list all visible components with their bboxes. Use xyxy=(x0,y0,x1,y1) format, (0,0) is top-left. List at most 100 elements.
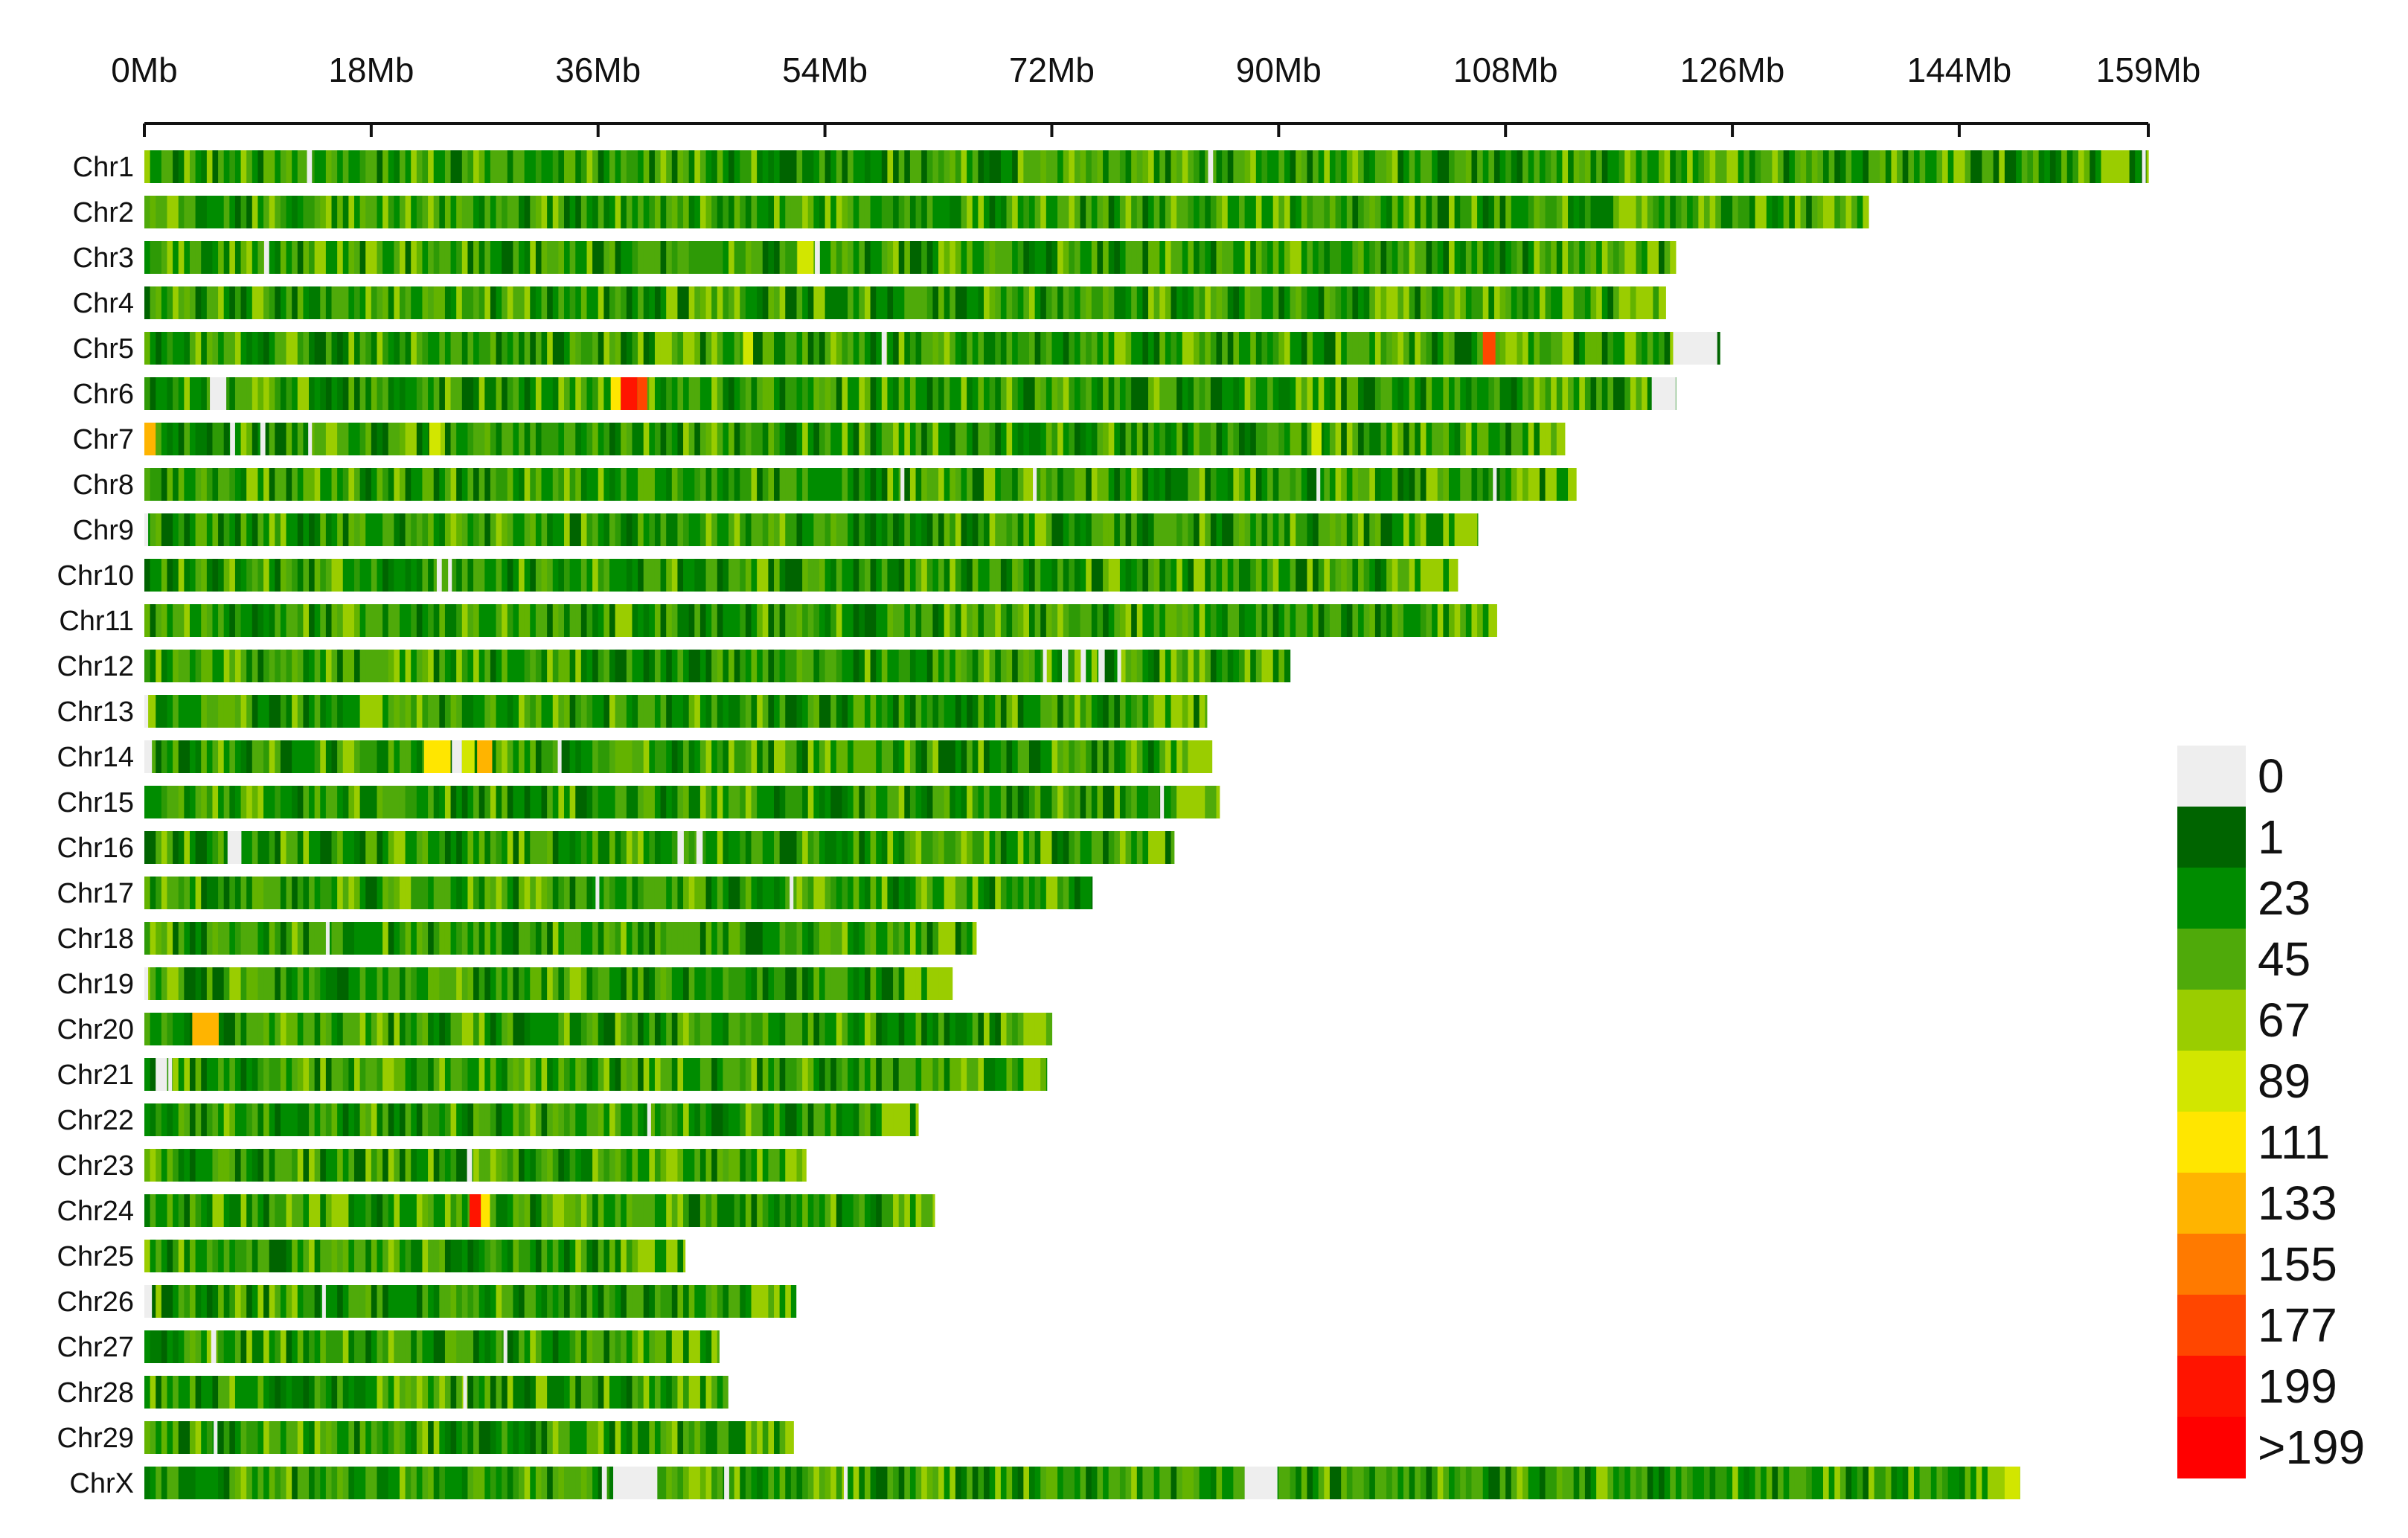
density-bin xyxy=(774,740,781,773)
density-bin xyxy=(1313,559,1319,592)
density-bin xyxy=(1403,286,1410,319)
density-bin xyxy=(1499,468,1506,501)
density-bin xyxy=(342,286,349,319)
density-bin xyxy=(240,241,247,274)
density-bin xyxy=(745,831,752,864)
density-bin xyxy=(853,831,859,864)
density-bin xyxy=(1636,150,1642,183)
density-bin xyxy=(699,468,707,501)
density-bin xyxy=(309,786,316,818)
density-bin xyxy=(575,1013,582,1045)
density-bin xyxy=(745,1013,752,1045)
density-bin xyxy=(807,604,814,637)
density-bin xyxy=(1046,332,1053,365)
density-bin xyxy=(1205,423,1211,455)
density-bin xyxy=(1363,377,1370,410)
density-bin xyxy=(1255,196,1263,228)
density-bin xyxy=(547,877,554,909)
density-bin xyxy=(984,241,990,274)
density-bin xyxy=(269,241,275,274)
density-bin xyxy=(729,1013,735,1045)
density-bin xyxy=(223,604,230,637)
density-bin xyxy=(904,513,911,546)
density-bin xyxy=(955,1058,962,1091)
density-bin xyxy=(1028,740,1036,773)
density-bin xyxy=(904,150,911,183)
density-bin xyxy=(729,423,735,455)
density-bin xyxy=(955,332,962,365)
density-bin xyxy=(1307,332,1313,365)
density-bin xyxy=(723,967,729,1000)
density-bin xyxy=(615,196,621,228)
density-bin xyxy=(206,286,214,319)
density-bin xyxy=(1528,241,1534,274)
density-bin xyxy=(547,150,554,183)
density-bin xyxy=(842,150,848,183)
density-bin xyxy=(1380,423,1387,455)
density-bin xyxy=(450,1058,457,1091)
density-bin xyxy=(830,650,837,682)
density-bin xyxy=(1386,196,1393,228)
density-bin xyxy=(478,922,485,955)
density-bin xyxy=(870,922,877,955)
density-bin xyxy=(1131,786,1138,818)
density-bin xyxy=(649,513,656,546)
density-bin xyxy=(1761,196,1767,228)
density-bin xyxy=(422,695,429,728)
density-bin xyxy=(1437,150,1444,183)
density-bin xyxy=(569,650,576,682)
density-bin xyxy=(790,286,798,319)
density-bin xyxy=(972,423,979,455)
density-bin xyxy=(694,423,701,455)
density-bin xyxy=(586,286,593,319)
density-bin xyxy=(2021,150,2028,183)
density-bin xyxy=(1159,695,1166,728)
density-bin xyxy=(989,423,996,455)
density-bin xyxy=(1057,513,1064,546)
density-bin xyxy=(1522,286,1529,319)
density-bin xyxy=(461,604,469,637)
density-bin xyxy=(893,877,900,909)
density-bin xyxy=(303,831,310,864)
density-bin xyxy=(405,513,412,546)
density-bin xyxy=(394,332,400,365)
density-bin xyxy=(1171,604,1177,637)
density-bin xyxy=(819,559,826,592)
density-bin xyxy=(337,423,344,455)
density-bin xyxy=(1511,468,1518,501)
density-bin xyxy=(167,559,173,592)
density-bin xyxy=(184,922,190,955)
density-bin xyxy=(530,468,537,501)
density-bin xyxy=(354,468,361,501)
density-bin xyxy=(1346,196,1354,228)
density-bin xyxy=(399,786,406,818)
density-bin xyxy=(1244,604,1251,637)
density-bin xyxy=(768,650,775,682)
density-bin xyxy=(1329,196,1336,228)
density-bin xyxy=(189,650,196,682)
density-bin xyxy=(1976,150,1983,183)
density-bin xyxy=(984,423,990,455)
density-bin xyxy=(450,468,457,501)
density-bin xyxy=(269,604,275,637)
density-bin xyxy=(365,559,372,592)
density-bin xyxy=(757,241,763,274)
density-bin xyxy=(490,695,497,728)
chromosome-label: Chr5 xyxy=(73,333,134,365)
density-bin xyxy=(699,650,707,682)
density-bin xyxy=(1329,241,1336,274)
density-bin xyxy=(257,922,264,955)
density-bin xyxy=(1522,423,1529,455)
density-bin xyxy=(422,286,429,319)
density-bin xyxy=(978,786,984,818)
density-bin xyxy=(325,513,333,546)
density-bin xyxy=(218,423,225,455)
density-bin xyxy=(666,650,673,682)
density-bin xyxy=(173,286,179,319)
density-bin xyxy=(626,1103,633,1136)
density-bin xyxy=(1176,513,1183,546)
density-bin xyxy=(394,513,400,546)
density-bin xyxy=(354,423,361,455)
density-bin xyxy=(887,877,894,909)
density-bin xyxy=(173,1149,179,1182)
